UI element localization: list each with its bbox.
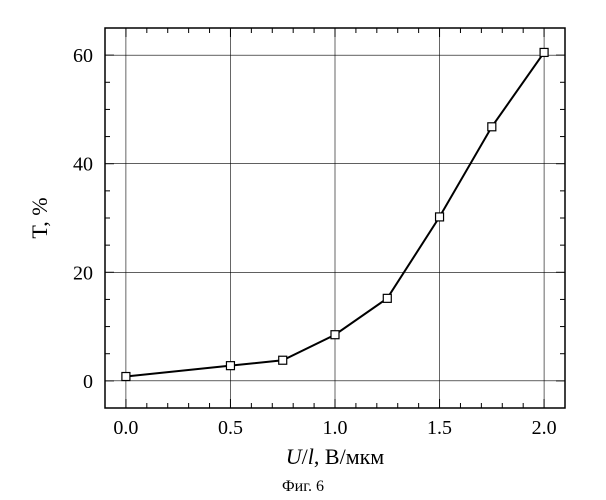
- svg-text:T, %: T, %: [27, 197, 52, 238]
- svg-text:20: 20: [73, 262, 93, 284]
- svg-text:U/l, В/мкм: U/l, В/мкм: [286, 444, 385, 469]
- svg-text:1.5: 1.5: [427, 417, 452, 439]
- svg-text:0.0: 0.0: [113, 417, 138, 439]
- figure-caption: Фиг. 6: [0, 478, 606, 496]
- svg-text:60: 60: [73, 45, 93, 67]
- svg-text:40: 40: [73, 154, 93, 176]
- line-chart: 0.0 0.5 1.0 1.5 2.0 0 20 40 60 U/l, В/мкм T, %: [0, 0, 606, 476]
- chart-container: { "chart": { "type": "line", "caption": …: [0, 0, 606, 500]
- svg-text:0: 0: [83, 371, 93, 393]
- svg-text:0.5: 0.5: [218, 417, 243, 439]
- svg-text:1.0: 1.0: [323, 417, 348, 439]
- svg-text:2.0: 2.0: [532, 417, 557, 439]
